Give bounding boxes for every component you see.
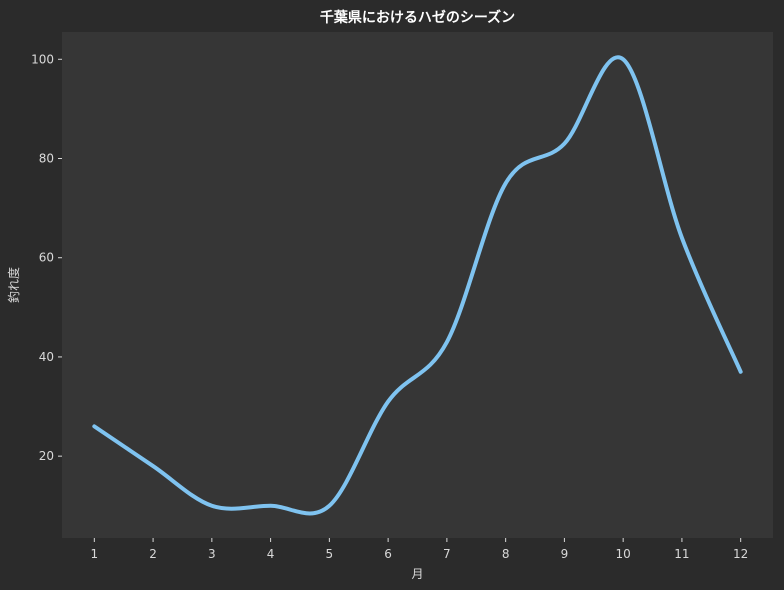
x-tick-label: 11: [674, 547, 689, 561]
y-tick-label: 80: [39, 152, 54, 166]
x-tick-label: 4: [267, 547, 275, 561]
y-tick-label: 20: [39, 449, 54, 463]
y-tick-label: 100: [31, 52, 54, 66]
x-tick-label: 10: [616, 547, 631, 561]
x-tick-label: 5: [326, 547, 334, 561]
x-tick-label: 8: [502, 547, 510, 561]
y-axis-ticks: 20 40 60 80 100: [31, 52, 62, 463]
x-tick-label: 12: [733, 547, 748, 561]
x-tick-label: 7: [443, 547, 451, 561]
x-tick-label: 3: [208, 547, 216, 561]
x-tick-label: 9: [561, 547, 569, 561]
x-tick-label: 2: [149, 547, 157, 561]
y-tick-label: 40: [39, 350, 54, 364]
x-axis-label: 月: [411, 567, 423, 581]
series-line: [92, 55, 743, 516]
plot-area: [62, 32, 773, 538]
series-group: [92, 55, 743, 516]
y-tick-label: 60: [39, 251, 54, 265]
x-axis-ticks: 1 2 3 4 5 6 7 8 9 10 11 12: [90, 538, 748, 561]
x-tick-label: 1: [90, 547, 98, 561]
y-axis-label: 釣れ度: [6, 267, 21, 303]
x-tick-label: 6: [384, 547, 392, 561]
chart-title: 千葉県におけるハゼのシーズン: [320, 9, 515, 26]
